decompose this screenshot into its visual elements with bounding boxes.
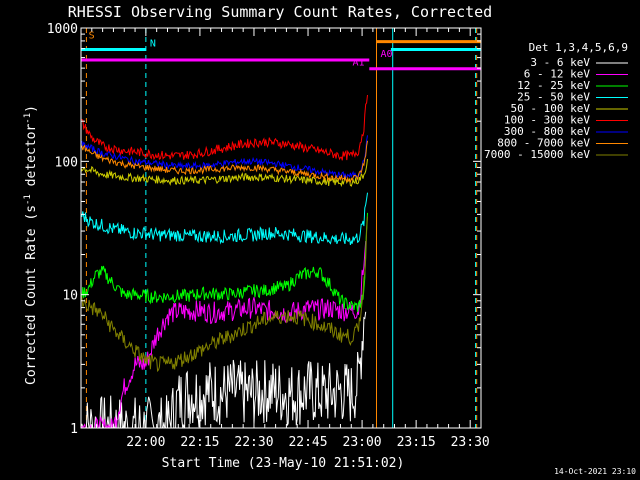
y-tick-label: 10 [62,289,78,304]
x-tick-label: 22:30 [234,435,273,450]
legend-label: 7000 - 15000 keV [484,148,590,161]
series-line-0 [81,311,367,428]
series-line-5 [81,94,368,161]
chart-title: RHESSI Observing Summary Count Rates, Co… [68,3,492,21]
legend-label: 3 - 6 keV [530,56,590,69]
legend-label: 12 - 25 keV [517,79,590,92]
x-tick-label: 22:00 [126,435,165,450]
flag-label-n: N [150,38,156,49]
plot-frame [80,27,482,429]
axes: 22:00 22:15 22:30 22:45 23:00 23:15 23:30 1 10 10… [47,22,490,450]
x-tick-label: 23:15 [397,435,436,450]
legend-label: 100 - 300 keV [504,114,590,127]
flag-label-a1: A1 [352,58,364,69]
legend-label: 6 - 12 keV [524,68,591,81]
legend-label: 800 - 7000 keV [497,137,590,150]
y-tick-label: 1000 [47,22,78,37]
flag-label-a0: A0 [380,49,392,60]
y-tick-label: 1 [70,422,78,437]
series-line-3 [81,192,368,246]
series-line-2 [81,212,368,313]
series-line-1 [81,240,367,428]
legend-label: 50 - 100 keV [511,102,591,115]
x-axis-label: Start Time (23-May-10 21:51:02) [162,456,405,471]
legend-title: Det 1,3,4,5,6,9 [529,41,628,54]
y-axis-label: Corrected Count Rate (s-1 detector-1) [23,105,39,385]
x-tick-label: 23:00 [343,435,382,450]
y-tick-label: 100 [55,155,78,170]
legend-label: 300 - 800 keV [504,125,590,138]
timestamp: 14-Oct-2021 23:10 [554,467,636,476]
plot-area [81,28,481,428]
series-line-8 [81,216,368,373]
x-tick-label: 22:45 [288,435,327,450]
x-tick-label: 23:30 [451,435,490,450]
series-line-7 [81,140,368,183]
series-line-4 [81,158,368,188]
flag-label-s: S [89,31,95,42]
legend-label: 25 - 50 keV [517,91,590,104]
x-tick-label: 22:15 [180,435,219,450]
